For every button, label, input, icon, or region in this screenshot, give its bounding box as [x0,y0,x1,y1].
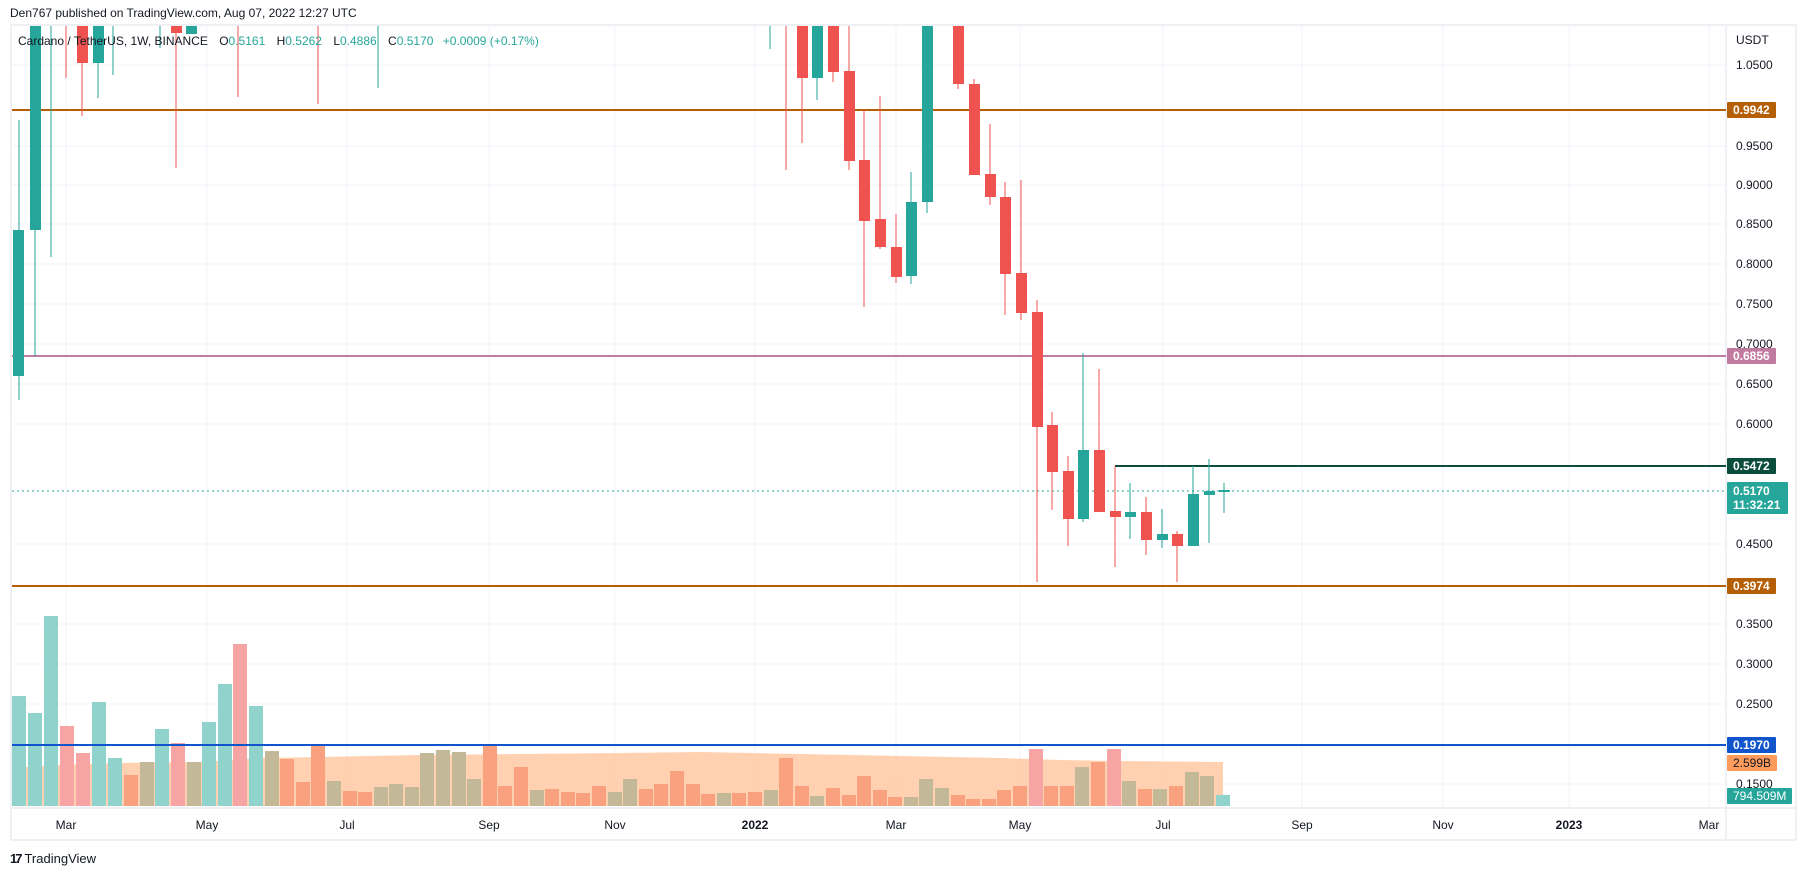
volume-tag: 794.509M [1727,788,1793,804]
price-tick: 0.9500 [1736,139,1773,153]
volume-bars [12,616,1230,806]
price-tick: 0.1500 [1736,777,1773,791]
change-value: +0.0009 (+0.17%) [442,34,539,48]
last-price-tag: 0.5170 11:32:21 [1727,482,1789,514]
price-tag-0.3974: 0.3974 [1727,578,1776,594]
price-tick: 1.0500 [1736,58,1773,72]
time-tick: Mar [885,818,907,832]
time-tick: Mar [55,818,77,832]
price-tick: 0.6500 [1736,377,1773,391]
open-label: O [219,34,229,48]
high-label: H [276,34,286,48]
price-tick: 0.7000 [1736,337,1773,351]
price-tick: 0.4500 [1736,537,1773,551]
time-tick: Sep [478,818,500,832]
price-tick: 0.8000 [1736,257,1773,271]
time-tick: Jul [339,818,355,832]
candles [13,26,1230,582]
price-tick: 0.3000 [1736,657,1773,671]
price-tick: 0.3500 [1736,617,1773,631]
symbol-legend[interactable]: Cardano / TetherUS, 1W, BINANCE O0.5161 … [18,34,539,48]
price-tick: 0.8500 [1736,217,1773,231]
close-value: 0.5170 [396,34,434,48]
high-value: 0.5262 [285,34,322,48]
price-tag-0.5472: 0.5472 [1727,458,1776,474]
time-tick-year: 2022 [741,818,769,832]
bar-countdown: 11:32:21 [1733,498,1781,512]
low-value: 0.4886 [340,34,377,48]
time-tick: Sep [1291,818,1313,832]
volume-ma-tag: 2.599B [1727,755,1778,771]
price-tick: 0.9000 [1736,178,1773,192]
time-tick: Nov [1432,818,1454,832]
time-tick: May [195,818,219,832]
tradingview-logo-icon: 17 [10,851,23,866]
open-value: 0.5161 [228,34,266,48]
price-tag-0.1970: 0.1970 [1727,737,1776,753]
time-tick: Mar [1698,818,1720,832]
close-label: C [388,34,397,48]
time-tick-year: 2023 [1555,818,1583,832]
price-tick: 0.7500 [1736,297,1773,311]
chart-pane[interactable] [10,24,1797,841]
price-tag-0.9942: 0.9942 [1727,102,1776,118]
time-tick: Jul [1155,818,1171,832]
low-label: L [333,34,340,48]
tradingview-brand: TradingView [24,851,97,866]
tradingview-logo[interactable]: 17 TradingView [10,851,96,866]
last-price-value: 0.5170 [1733,484,1770,498]
symbol-title[interactable]: Cardano / TetherUS, 1W, BINANCE [18,34,208,48]
currency-label: USDT [1736,33,1769,47]
published-caption: Den767 published on TradingView.com, Aug… [10,6,357,20]
price-tick: 0.2500 [1736,697,1773,711]
price-tick: 0.6000 [1736,417,1773,431]
price-tag-0.6856: 0.6856 [1727,348,1776,364]
time-tick: Nov [604,818,626,832]
time-tick: May [1008,818,1032,832]
grid [12,26,1725,808]
